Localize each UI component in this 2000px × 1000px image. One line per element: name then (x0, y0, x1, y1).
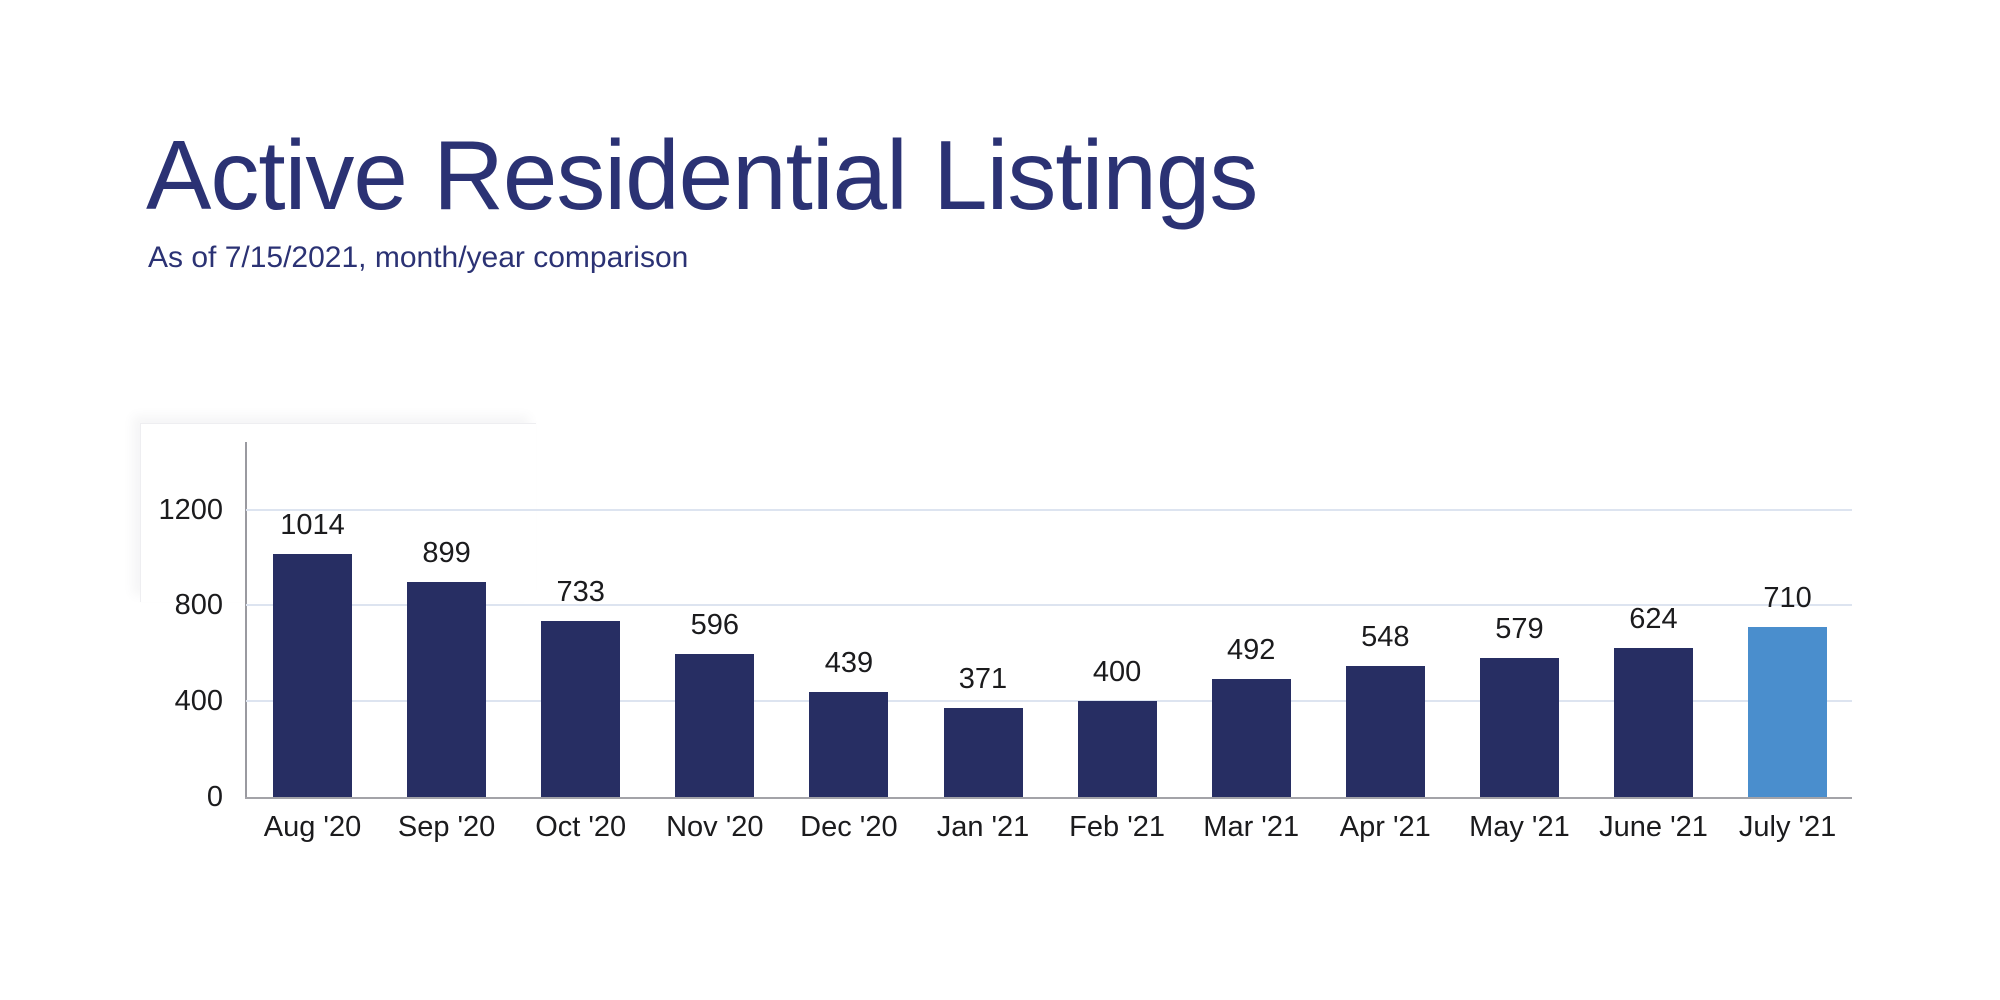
bar-sep-20 (407, 582, 487, 797)
gridline-400 (246, 700, 1852, 703)
x-axis-label: Feb '21 (1069, 811, 1165, 843)
bar-value-label: 596 (690, 609, 739, 641)
bar-value-label: 710 (1763, 582, 1812, 614)
bar-value-label: 1014 (280, 509, 345, 541)
x-axis-label: Aug '20 (263, 811, 362, 843)
x-axis-label: Oct '20 (535, 811, 627, 843)
x-axis-line (245, 797, 1852, 799)
bar-value-label: 899 (422, 537, 471, 569)
bar-oct-20 (541, 621, 621, 797)
bar-nov-20 (675, 654, 755, 797)
y-tick-label-400: 400 (174, 685, 223, 718)
x-axis-label: June '21 (1599, 811, 1708, 843)
bar-june-21 (1614, 648, 1693, 797)
bar-feb-21 (1077, 701, 1157, 797)
x-axis-label: May '21 (1469, 811, 1570, 843)
bar-value-label: 579 (1495, 613, 1544, 645)
bar-apr-21 (1345, 666, 1425, 797)
bar-july-21 (1748, 627, 1828, 797)
bar-value-label: 492 (1226, 634, 1276, 666)
page-subtitle: As of 7/15/2021, month/year comparison (148, 241, 689, 274)
bar-aug-20 (273, 554, 352, 797)
gridline-800 (246, 604, 1852, 607)
x-axis-label: Apr '21 (1339, 811, 1431, 843)
x-axis-label: Mar '21 (1203, 811, 1300, 843)
bar-value-label: 733 (556, 576, 605, 608)
bar-value-label: 548 (1361, 621, 1410, 653)
x-axis-label: Jan '21 (936, 811, 1030, 843)
y-tick-label-0: 0 (206, 781, 223, 813)
x-axis-label: Dec '20 (800, 811, 898, 843)
bar-value-label: 439 (824, 647, 874, 679)
y-axis-line (245, 442, 247, 797)
bar-dec-20 (809, 692, 889, 797)
y-tick-label-1200: 1200 (158, 493, 223, 526)
bar-jan-21 (943, 708, 1023, 797)
bar-value-label: 371 (958, 663, 1008, 695)
gridline-1200 (246, 508, 1852, 511)
bar-value-label: 400 (1092, 656, 1142, 688)
bar-mar-21 (1211, 679, 1291, 797)
x-axis-label: Nov '20 (666, 811, 764, 843)
page-title: Active Residential Listings (146, 120, 1258, 230)
y-tick-label-800: 800 (174, 589, 223, 622)
bar-may-21 (1479, 658, 1559, 797)
x-axis-label: July '21 (1738, 811, 1837, 843)
x-axis-label: Sep '20 (397, 811, 496, 843)
bar-value-label: 624 (1629, 603, 1678, 635)
